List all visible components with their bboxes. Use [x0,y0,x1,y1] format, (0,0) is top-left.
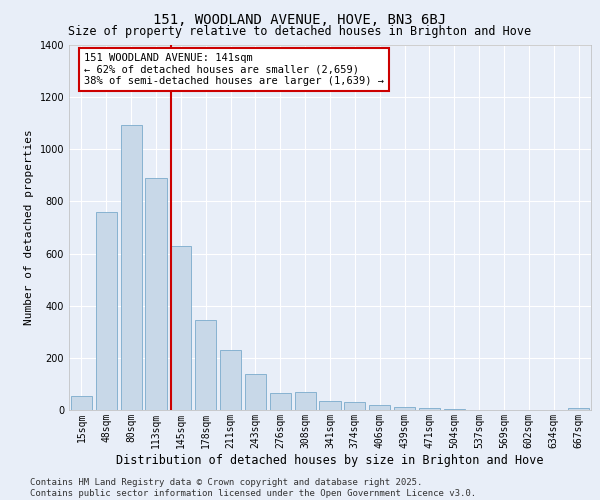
Text: Contains HM Land Registry data © Crown copyright and database right 2025.
Contai: Contains HM Land Registry data © Crown c… [30,478,476,498]
Text: 151 WOODLAND AVENUE: 141sqm
← 62% of detached houses are smaller (2,659)
38% of : 151 WOODLAND AVENUE: 141sqm ← 62% of det… [84,53,384,86]
Bar [170,246,191,410]
Bar [121,124,142,410]
Bar [319,401,341,410]
Bar [568,408,589,410]
Bar [344,402,365,410]
Bar [394,407,415,410]
Bar [195,320,216,410]
X-axis label: Distribution of detached houses by size in Brighton and Hove: Distribution of detached houses by size … [116,454,544,466]
Text: 151, WOODLAND AVENUE, HOVE, BN3 6BJ: 151, WOODLAND AVENUE, HOVE, BN3 6BJ [154,12,446,26]
Bar [369,406,390,410]
Bar [419,408,440,410]
Bar [71,396,92,410]
Bar [220,350,241,410]
Bar [270,393,291,410]
Bar [245,374,266,410]
Text: Size of property relative to detached houses in Brighton and Hove: Size of property relative to detached ho… [68,25,532,38]
Y-axis label: Number of detached properties: Number of detached properties [24,130,34,326]
Bar [295,392,316,410]
Bar [96,212,117,410]
Bar [145,178,167,410]
